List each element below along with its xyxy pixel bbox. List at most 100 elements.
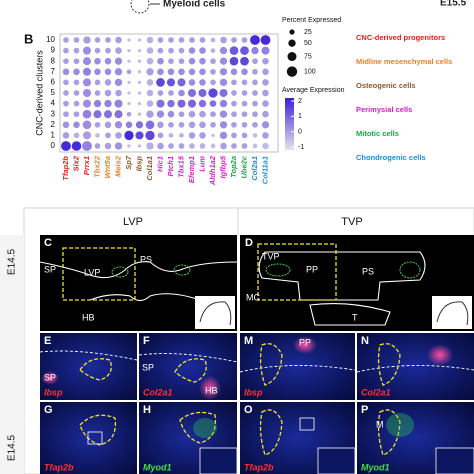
gene-label: Meis2 [113, 155, 122, 177]
dot [73, 47, 80, 54]
dot [188, 110, 196, 118]
dot [126, 111, 132, 117]
stage-label: E14.5 [7, 248, 18, 275]
dot [156, 110, 165, 118]
tissue-outline [39, 261, 238, 279]
dot [127, 144, 131, 148]
dot [261, 46, 270, 55]
y-tick-label: 5 [51, 88, 56, 97]
dot [210, 48, 216, 53]
dot [252, 143, 258, 149]
dot [262, 79, 269, 86]
gene-label: Hic1 [155, 156, 164, 172]
region-label: HB [205, 385, 218, 395]
roi-box [257, 243, 337, 301]
dot [146, 36, 154, 44]
head-sketch [432, 296, 472, 329]
tissue-outline [309, 302, 391, 326]
dot [71, 141, 82, 151]
dot [157, 142, 164, 150]
head-outline [436, 301, 469, 326]
dot [114, 78, 123, 87]
gene-label: Tbx22 [92, 155, 101, 178]
dot [137, 70, 142, 74]
dot [94, 57, 101, 65]
dot [231, 143, 237, 149]
dot [252, 133, 258, 138]
dot [210, 58, 216, 65]
plot-frame [59, 33, 279, 153]
roi-outline [174, 358, 207, 383]
panel-letter: G [44, 404, 53, 416]
tissue-outline [89, 293, 201, 302]
y-tick-label: 1 [51, 131, 56, 140]
dot [231, 111, 237, 118]
y-tick-label: 10 [46, 35, 55, 44]
roi-outline [179, 411, 217, 444]
y-tick-label: 7 [51, 67, 56, 76]
dot [252, 100, 258, 107]
dot [137, 112, 142, 116]
dot [82, 78, 92, 87]
dot [146, 142, 154, 150]
dot [146, 57, 154, 65]
dot [73, 79, 80, 86]
dot [114, 57, 123, 65]
dot [127, 91, 131, 95]
inset-box [299, 417, 315, 431]
dot [188, 47, 196, 54]
panel-letter: F [143, 335, 150, 347]
dot [137, 101, 142, 106]
color-tick-label: 2 [298, 98, 302, 105]
dot [104, 121, 112, 129]
legend-title: Percent Expressed [282, 17, 341, 24]
dot [167, 99, 175, 108]
dot [178, 89, 185, 97]
dot [231, 37, 237, 43]
dot [94, 47, 101, 54]
image-panels: LVP TVP E14.5 E14.5 C SP LVP PS HB D TVP… [0, 207, 474, 474]
dot [189, 143, 195, 149]
dot [93, 110, 102, 119]
dot [63, 111, 69, 118]
dot [179, 133, 184, 138]
stain-label: Col2a1 [143, 387, 173, 397]
dot [63, 79, 69, 86]
dot [211, 133, 215, 138]
dot [94, 143, 101, 149]
dot [127, 101, 131, 106]
dot [82, 109, 92, 119]
dot [115, 47, 122, 54]
dot [63, 58, 69, 65]
region-label: PS [362, 266, 374, 276]
group-label: Osteogenic cells [356, 81, 416, 90]
top-strip: Myeloid cells E15.5 [130, 0, 467, 14]
dot [73, 58, 80, 65]
y-tick-label: 0 [51, 141, 56, 150]
roi-outline [377, 343, 401, 386]
inset [435, 447, 474, 474]
dot [114, 68, 123, 76]
dot [241, 111, 248, 118]
group-label: Chondrogenic cells [356, 153, 426, 162]
dot [252, 90, 258, 96]
dot [94, 68, 101, 76]
dot [231, 100, 237, 107]
region-label: PP [299, 337, 311, 347]
gene-label: Col1a1 [145, 156, 154, 181]
dot [137, 91, 142, 95]
dot [146, 89, 154, 97]
dot [62, 132, 70, 139]
dot [166, 78, 176, 87]
dot [210, 143, 216, 149]
dot [93, 99, 102, 108]
dot [229, 56, 239, 66]
signal [293, 336, 317, 354]
gene-label: Ibsp [134, 156, 143, 172]
region-label: PP [306, 264, 318, 274]
dot [137, 144, 142, 148]
gene-label: Col2a1 [250, 156, 259, 181]
stage-label: E14.5 [7, 434, 18, 461]
dot [177, 78, 186, 87]
